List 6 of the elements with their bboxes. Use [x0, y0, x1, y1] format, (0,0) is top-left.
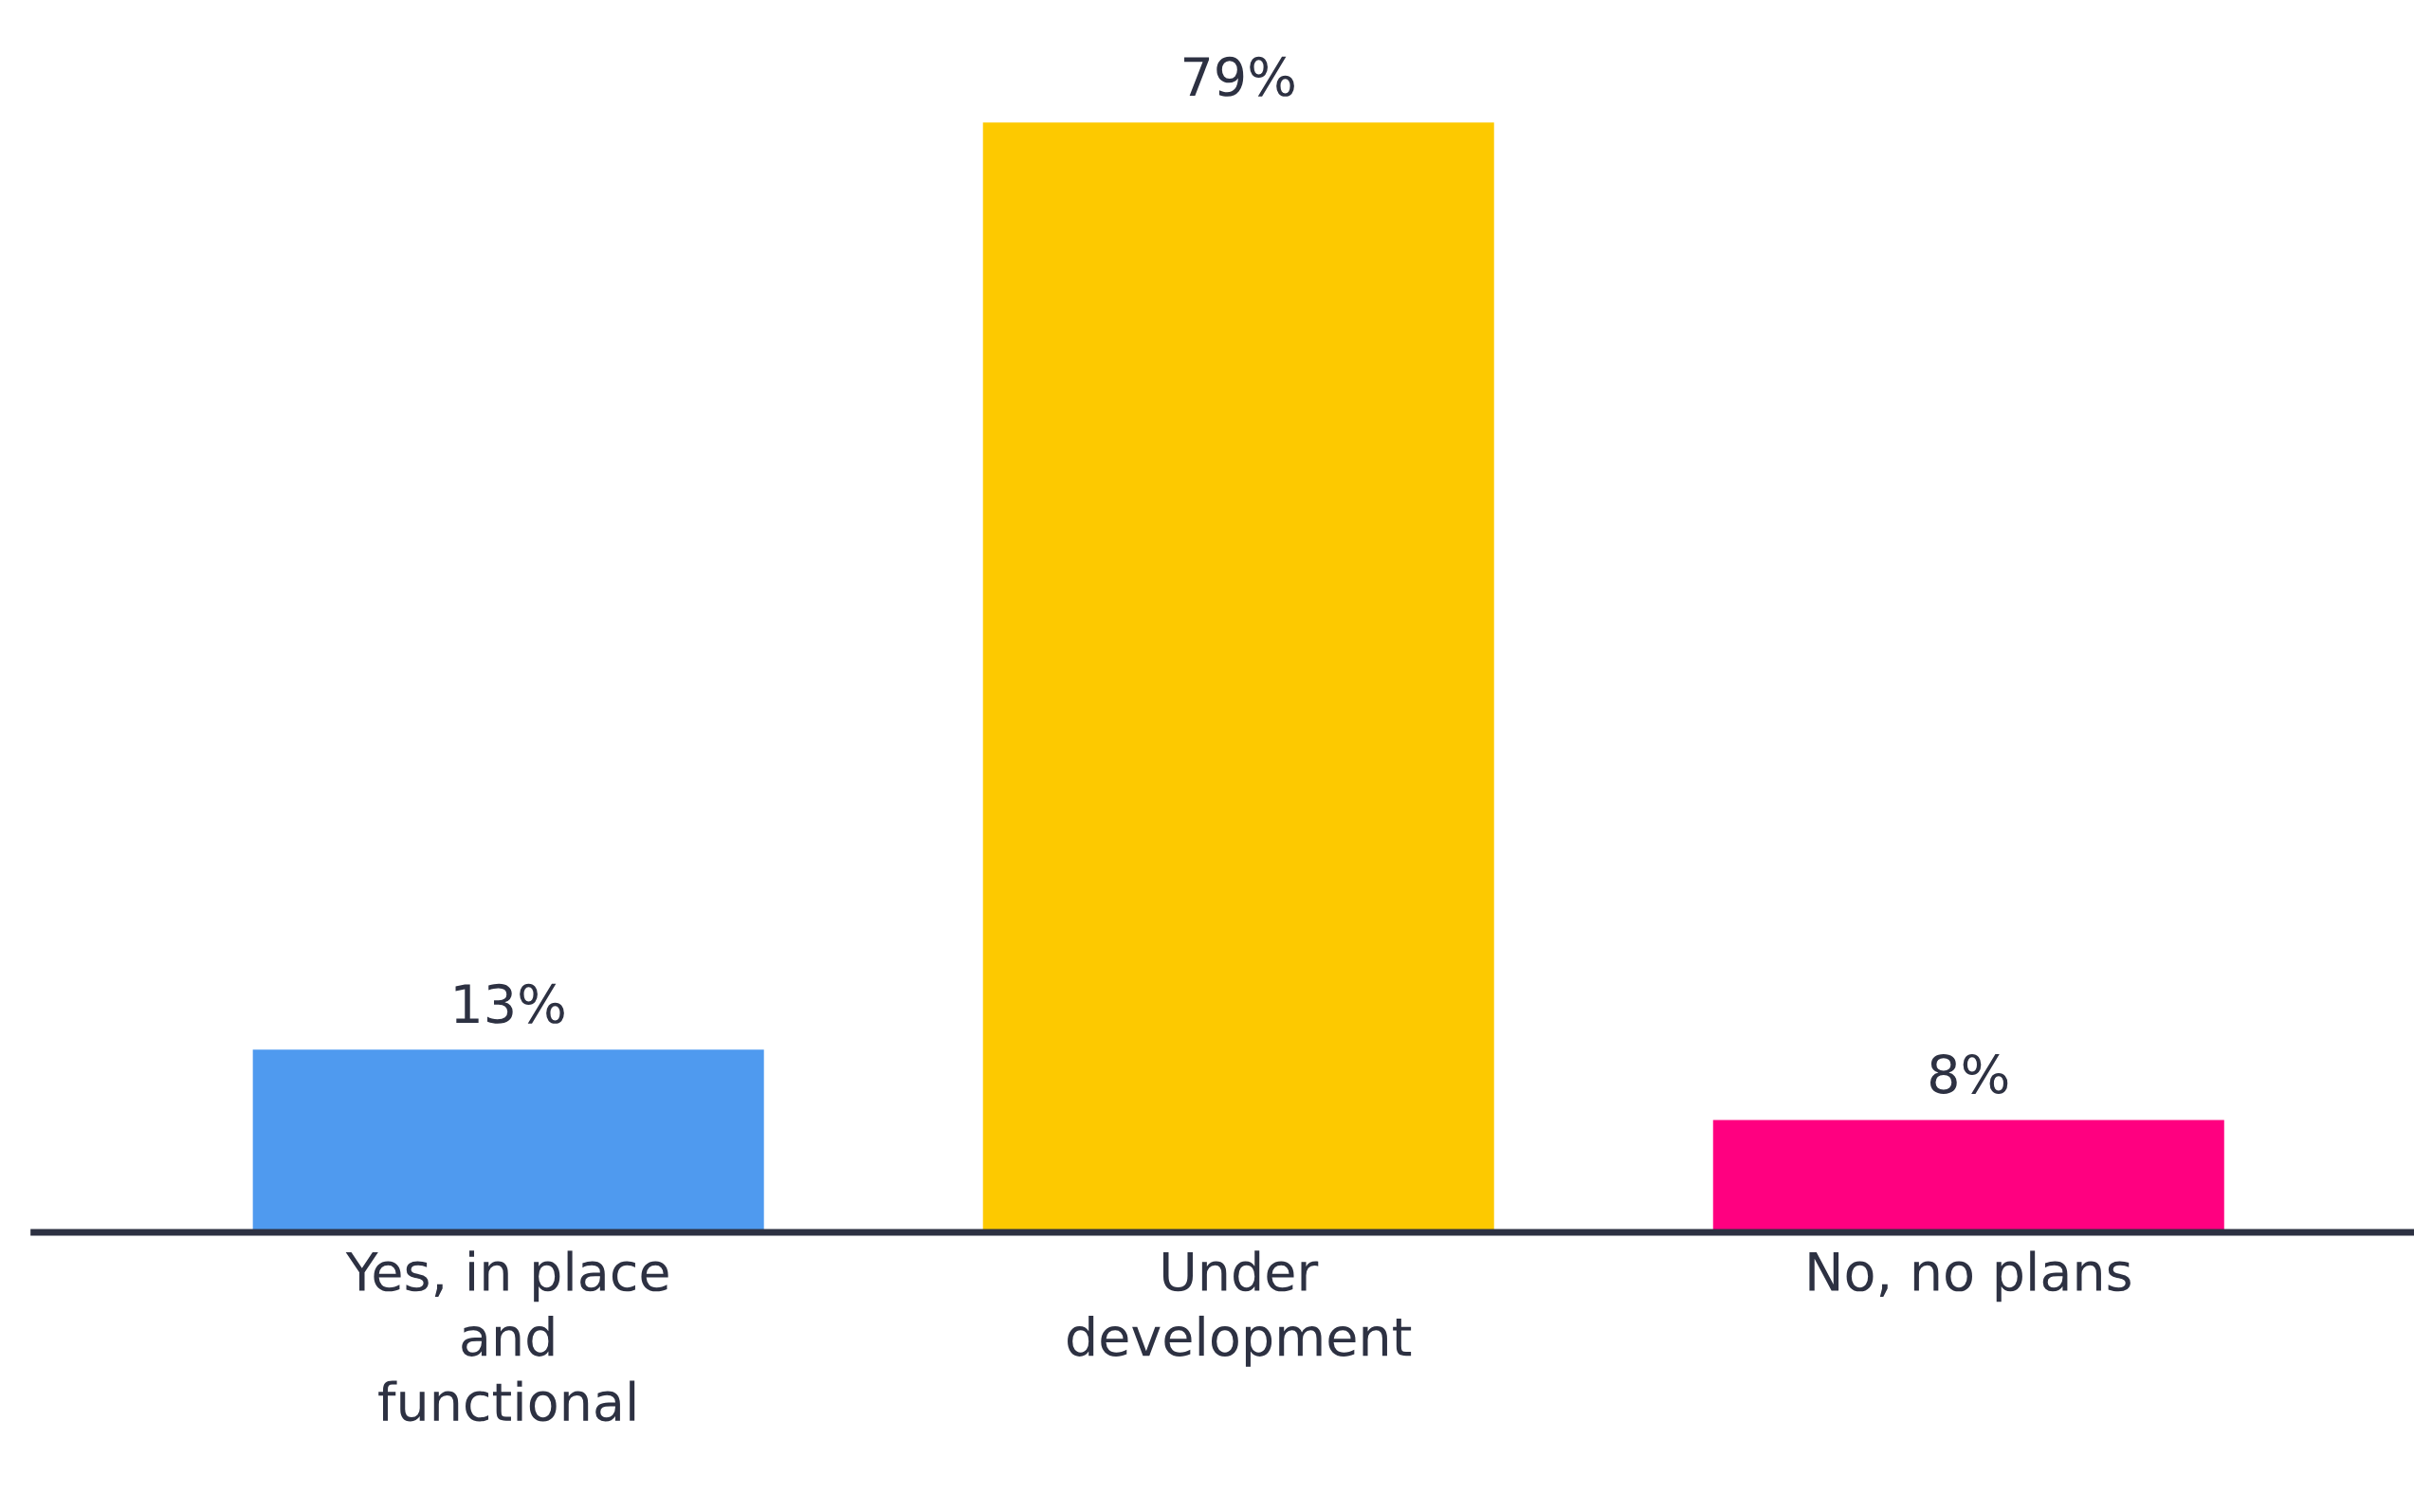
- data-label: 79%: [1184, 56, 1294, 97]
- data-label: 13%: [455, 983, 564, 1024]
- x-tick-label: No, no plans: [1809, 1250, 2131, 1303]
- x-tick-label: Under development: [1068, 1250, 1412, 1367]
- x-tick-label: Yes, in place and functional: [345, 1250, 668, 1422]
- data-label: 8%: [1929, 1053, 2008, 1094]
